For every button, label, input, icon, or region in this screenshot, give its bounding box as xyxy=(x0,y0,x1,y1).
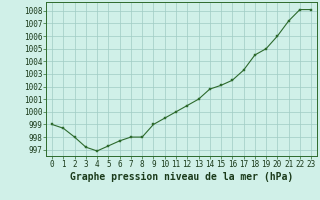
X-axis label: Graphe pression niveau de la mer (hPa): Graphe pression niveau de la mer (hPa) xyxy=(70,172,293,182)
